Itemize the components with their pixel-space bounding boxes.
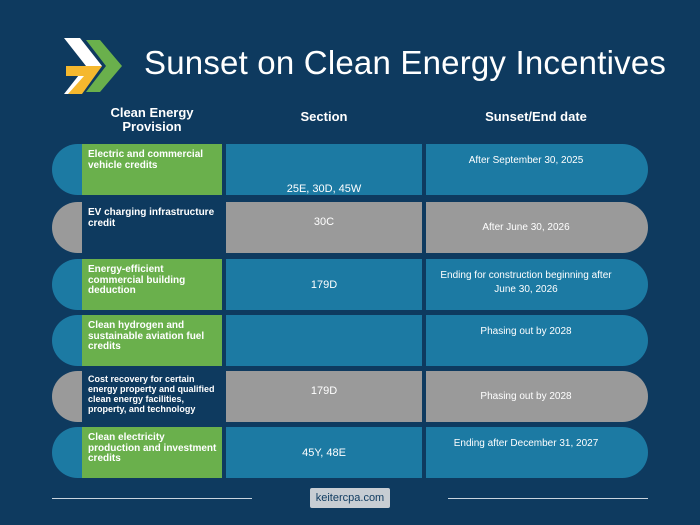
footer-divider-right (448, 498, 648, 499)
column-divider (222, 259, 226, 310)
sunset-cell: Ending after December 31, 2027 (453, 438, 599, 449)
header-sunset: Sunset/End date (485, 109, 587, 124)
provision-cell: Cost recovery for certain energy propert… (82, 371, 222, 422)
column-divider (422, 427, 426, 478)
provision-cell: Energy-efficient commercial building ded… (82, 259, 222, 310)
table-row: EV charging infrastructure credit 30C Af… (52, 202, 648, 253)
provision-cell: Electric and commercial vehicle credits (82, 144, 222, 195)
footer-divider-left (52, 498, 252, 499)
column-divider (422, 371, 426, 422)
table-row: Clean hydrogen and sustainable aviation … (52, 315, 648, 366)
provision-cell: EV charging infrastructure credit (82, 202, 222, 253)
website-badge[interactable]: keitercpa.com (310, 488, 390, 508)
section-cell: 179D (310, 385, 338, 397)
section-cell: 179D (310, 278, 338, 291)
column-divider (222, 427, 226, 478)
table-row: Electric and commercial vehicle credits … (52, 144, 648, 195)
column-divider (222, 371, 226, 422)
section-cell (226, 315, 422, 366)
header-provision: Clean Energy Provision (110, 105, 194, 134)
section-cell: 30C (313, 216, 335, 228)
sunset-cell: Phasing out by 2028 (480, 390, 572, 402)
sunset-cell: Ending for construction beginning after … (440, 270, 612, 295)
column-divider (422, 315, 426, 366)
provision-cell: Clean hydrogen and sustainable aviation … (82, 315, 222, 366)
sunset-cell: Phasing out by 2028 (480, 326, 572, 337)
table-row: Cost recovery for certain energy propert… (52, 371, 648, 422)
table-row: Clean electricity production and investm… (52, 427, 648, 478)
column-divider (422, 259, 426, 310)
column-divider (222, 202, 226, 253)
sunset-cell: After September 30, 2025 (468, 155, 584, 166)
column-divider (422, 202, 426, 253)
sunset-cell: After June 30, 2026 (482, 221, 570, 233)
chevron-arrows-logo (64, 38, 122, 94)
section-cell: 25E, 30D, 45W (286, 183, 362, 195)
column-divider (222, 144, 226, 195)
column-divider (222, 315, 226, 366)
page-title: Sunset on Clean Energy Incentives (144, 44, 667, 81)
header-section: Section (300, 109, 348, 124)
section-cell: 45Y, 48E (302, 446, 346, 459)
column-divider (422, 144, 426, 195)
table-row: Energy-efficient commercial building ded… (52, 259, 648, 310)
provision-cell: Clean electricity production and investm… (82, 427, 222, 478)
